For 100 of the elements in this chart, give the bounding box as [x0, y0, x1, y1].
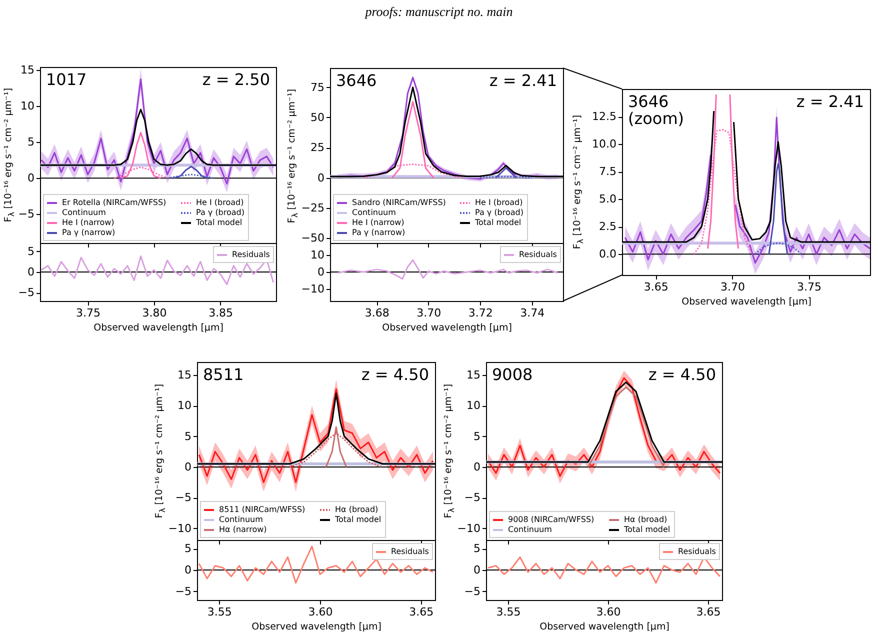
- legend-label: Hα (broad): [624, 515, 668, 524]
- x-axis-title: Observed wavelength [μm]: [540, 622, 670, 632]
- y-tick-label: −5: [175, 584, 192, 598]
- y-tick-label: −10: [457, 522, 480, 535]
- line-series: [289, 432, 384, 468]
- legend-label: Total model: [334, 515, 382, 524]
- text: proofs: manuscript no. main: [364, 4, 514, 20]
- x-tick-label: 3.80: [142, 306, 167, 320]
- legend-label: Pa γ (narrow): [62, 228, 116, 237]
- y-tick-label: 5: [184, 542, 192, 556]
- annotation: z = 2.41: [796, 92, 864, 111]
- legend-label: Continuum: [352, 208, 396, 217]
- y-tick-label: 5: [474, 542, 480, 556]
- line-series: [768, 163, 788, 255]
- y-tick-label: −25: [301, 202, 324, 214]
- legend-label: Pa γ (broad): [475, 208, 524, 217]
- x-tick-label: 3.65: [696, 606, 721, 618]
- y-tick-label: 7.5: [599, 165, 616, 178]
- legend-label: Total model: [474, 218, 522, 227]
- annotation: z = 4.50: [648, 365, 716, 384]
- annotation: 3646 (zoom): [628, 92, 684, 128]
- y-tick-label: 5.0: [599, 192, 616, 206]
- annotation: z = 4.50: [361, 365, 429, 384]
- y-tick-label: 0: [318, 171, 324, 184]
- y-tick-label: 5: [28, 244, 34, 258]
- y-tick-label: −5: [175, 491, 192, 504]
- line-series: [198, 546, 434, 584]
- legend-label: Residuals: [678, 547, 716, 556]
- annotation: z = 2.50: [202, 70, 270, 89]
- line-series: [487, 556, 721, 584]
- y-tick-label: 10: [466, 399, 480, 412]
- x-tick-label: 3.75: [797, 280, 822, 294]
- y-tick-label: 0: [184, 564, 192, 576]
- x-tick-label: 3.68: [364, 306, 390, 320]
- line-series: [40, 256, 274, 286]
- x-tick-label: 3.72: [468, 306, 493, 320]
- x-axis-title: Observed wavelength [μm]: [682, 296, 812, 308]
- y-tick-label: 12.5: [592, 110, 616, 124]
- y-tick-label: 0: [184, 460, 192, 474]
- y-tick-label: 0: [318, 266, 324, 278]
- legend-label: He I (broad): [196, 198, 244, 207]
- y-tick-label: 10.0: [592, 138, 616, 151]
- y-tick-label: −5: [18, 208, 34, 221]
- x-tick-label: 3.65: [409, 606, 434, 618]
- legend-label: 8511 (NIRCam/WFSS): [219, 505, 306, 514]
- x-tick-label: 3.55: [207, 606, 232, 618]
- annotation: 9008: [492, 365, 533, 384]
- legend-label: Total model: [195, 218, 242, 227]
- legend-label: Continuum: [219, 515, 264, 524]
- y-tick-label: −5: [464, 491, 480, 504]
- y-tick-label: 15: [178, 368, 192, 382]
- x-axis-title: Observed wavelength [μm]: [252, 622, 382, 632]
- legend-label: Pa γ (narrow): [352, 228, 406, 237]
- legend-label: Sandro (NIRCam/WFSS): [352, 198, 446, 207]
- y-tick-label: 5: [28, 136, 34, 149]
- y-tick-label: 5: [474, 430, 480, 443]
- legend-label: Er Rotella (NIRCam/WFSS): [62, 198, 166, 207]
- legend-label: He I (narrow): [352, 218, 404, 227]
- y-tick-label: 0: [474, 564, 480, 576]
- y-tick-label: 10: [20, 99, 34, 112]
- y-tick-label: 0.0: [599, 248, 616, 261]
- y-tick-label: 15: [466, 368, 480, 382]
- line-series: [173, 166, 208, 179]
- annotation: 8511: [203, 365, 244, 384]
- y-tick-label: −5: [18, 286, 34, 300]
- y-tick-label: 5: [184, 430, 192, 443]
- y-tick-label: −5: [464, 584, 480, 598]
- x-tick-label: 3.65: [644, 280, 668, 294]
- y-tick-label: −10: [301, 282, 324, 296]
- y-tick-label: 10: [178, 399, 192, 412]
- legend-label: Continuum: [508, 525, 552, 534]
- y-tick-label: 0: [28, 172, 34, 185]
- y-tick-label: 2.5: [599, 220, 616, 234]
- x-tick-label: 3.60: [596, 606, 621, 618]
- legend-label: Hα (broad): [335, 505, 378, 514]
- y-tick-label: −10: [168, 522, 192, 535]
- y-tick-label: 75: [310, 80, 324, 94]
- legend-label: Continuum: [62, 208, 106, 217]
- legend-label: He I (broad): [475, 198, 523, 207]
- legend-label: Residuals: [391, 547, 429, 556]
- line-series: [198, 388, 434, 484]
- x-tick-label: 3.85: [208, 306, 234, 320]
- x-tick-label: 3.70: [416, 306, 442, 320]
- y-tick-label: 25: [310, 141, 324, 154]
- legend-label: Residuals: [519, 250, 557, 259]
- y-tick-label: 10: [310, 248, 324, 262]
- line-series: [587, 386, 665, 468]
- line-series: [754, 242, 802, 255]
- x-axis-title: Observed wavelength [μm]: [94, 322, 224, 334]
- legend-label: Total model: [623, 525, 670, 534]
- y-tick-label: 50: [310, 110, 324, 124]
- y-tick-label: 0: [28, 266, 34, 278]
- legend-label: 9008 (NIRCam/WFSS): [508, 515, 594, 524]
- x-tick-label: 3.60: [308, 606, 333, 618]
- annotation: 1017: [46, 70, 87, 89]
- y-tick-label: 0: [474, 460, 480, 474]
- y-tick-label: −50: [301, 232, 324, 245]
- line-series: [337, 259, 559, 280]
- legend-label: He I (narrow): [62, 218, 114, 227]
- legend-label: Pa γ (broad): [196, 208, 244, 217]
